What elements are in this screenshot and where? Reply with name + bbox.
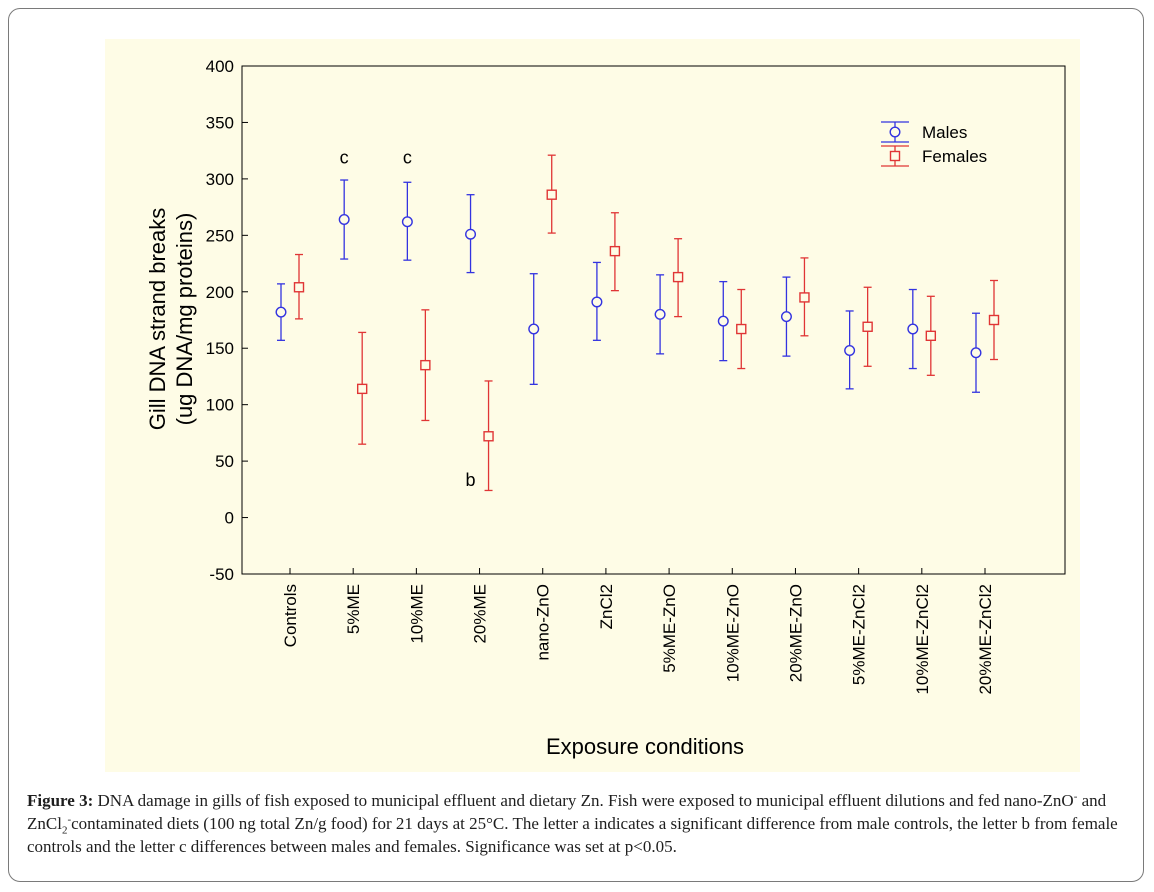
males-point	[970, 347, 982, 359]
legend-males-label: Males	[922, 123, 967, 142]
x-tick-label: 20%ME-ZnO	[786, 584, 805, 682]
chart: -50 0 50 100 150 200 250 300 350 400 Controls 5%ME 1…	[105, 39, 1080, 772]
caption-text-3: contaminated diets (100 ng total Zn/g fo…	[27, 814, 1118, 856]
significance-letter: c	[403, 147, 412, 167]
x-axis-title: Exposure conditions	[546, 734, 744, 759]
females-point	[609, 245, 621, 257]
females-point	[736, 323, 747, 335]
females-point	[293, 282, 305, 293]
males-point	[338, 214, 350, 226]
y-tick-label: 0	[225, 509, 234, 528]
y-tick-label: 150	[206, 339, 234, 358]
y-tick-label: 50	[215, 452, 234, 471]
females-point	[546, 189, 557, 200]
y-tick-label: 300	[206, 170, 234, 189]
figure-caption: Figure 3: DNA damage in gills of fish ex…	[27, 789, 1147, 858]
x-tick-label: 5%ME	[344, 584, 363, 634]
significance-letter: c	[340, 147, 349, 167]
y-tick-label: 100	[206, 396, 234, 415]
males-point	[528, 323, 540, 335]
males-point	[717, 315, 729, 327]
y-tick-label: 350	[206, 113, 234, 132]
plot-background	[105, 39, 1080, 772]
plot-panel: -50 0 50 100 150 200 250 300 350 400 Controls 5%ME 1…	[105, 39, 1080, 772]
legend-females-label: Females	[922, 147, 987, 166]
x-tick-label: 20%ME	[471, 584, 490, 644]
y-tick-label: 400	[206, 57, 234, 76]
caption-sup-2: -	[67, 813, 72, 826]
caption-label: Figure 3:	[27, 791, 94, 810]
males-point	[275, 306, 287, 318]
y-tick-label: 200	[206, 283, 234, 302]
caption-text-2: and ZnCl	[27, 791, 1107, 833]
caption-text-1: DNA damage in gills of fish exposed to m…	[93, 791, 1074, 810]
males-point	[907, 323, 919, 335]
y-axis-title-line-2: (ug DNA/mg proteins)	[172, 213, 197, 426]
x-tick-label: Controls	[281, 584, 300, 647]
males-point	[591, 296, 603, 308]
caption-sup-1: -	[1073, 790, 1078, 803]
females-point	[672, 271, 684, 283]
x-tick-label: 10%ME-ZnCl2	[913, 584, 932, 695]
females-point	[988, 314, 1000, 326]
x-tick-label: ZnCl2	[597, 584, 616, 629]
legend-females-marker	[889, 150, 901, 162]
plot-area-border	[241, 65, 1066, 575]
x-tick-label: nano-ZnO	[534, 584, 553, 661]
x-tick-label: 5%ME-ZnO	[660, 584, 679, 673]
males-point	[465, 228, 477, 240]
females-point	[356, 383, 368, 395]
males-point	[780, 311, 792, 323]
males-point	[654, 308, 666, 320]
legend-males-marker	[889, 126, 901, 138]
caption-sub-1: 2	[61, 824, 68, 837]
females-point	[483, 431, 494, 442]
y-tick-label: -50	[209, 565, 234, 584]
x-tick-label: 10%ME-ZnO	[723, 584, 742, 682]
y-tick-label: 250	[206, 226, 234, 245]
x-tick-label: 10%ME	[407, 584, 426, 644]
females-point	[420, 359, 431, 371]
x-tick-label: 5%ME-ZnCl2	[850, 584, 869, 685]
females-point	[862, 321, 873, 332]
males-point	[844, 344, 856, 356]
females-point	[925, 330, 937, 342]
significance-letter: b	[466, 470, 476, 490]
y-axis-title-line-1: Gill DNA strand breaks	[145, 208, 170, 431]
figure-frame: -50 0 50 100 150 200 250 300 350 400 Controls 5%ME 1…	[8, 8, 1144, 882]
females-point	[799, 292, 810, 303]
males-point	[401, 216, 413, 228]
x-tick-label: 20%ME-ZnCl2	[976, 584, 995, 695]
